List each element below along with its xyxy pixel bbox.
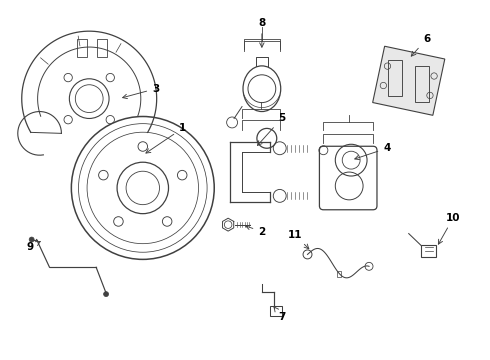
Text: 7: 7 [274, 307, 285, 322]
Text: 2: 2 [245, 225, 266, 237]
Text: 5: 5 [257, 113, 285, 145]
Text: 9: 9 [26, 242, 40, 252]
Bar [77, 39, 87, 57]
Text: 10: 10 [439, 213, 461, 244]
Bar [388, 60, 402, 96]
Bar [416, 66, 429, 102]
Bar [337, 271, 341, 277]
Bar [97, 39, 107, 57]
Bar [421, 245, 436, 257]
Circle shape [29, 237, 34, 242]
Bar [270, 306, 282, 316]
Text: 6: 6 [411, 34, 430, 56]
Circle shape [103, 292, 109, 297]
Text: 3: 3 [122, 84, 159, 99]
Text: 1: 1 [146, 123, 186, 153]
Text: 4: 4 [355, 143, 391, 159]
Text: 11: 11 [287, 230, 309, 249]
Polygon shape [373, 46, 445, 115]
Text: 8: 8 [258, 18, 266, 47]
